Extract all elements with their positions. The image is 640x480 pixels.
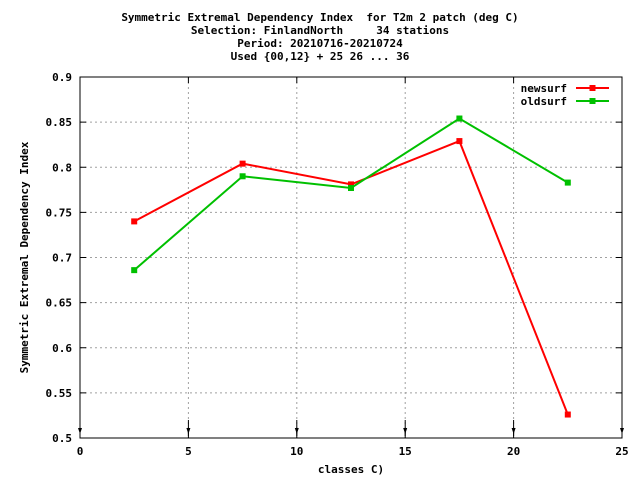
- legend-marker-newsurf: [589, 85, 596, 91]
- data-point-oldsurf: [456, 115, 463, 122]
- x-tick-label: 10: [290, 445, 303, 458]
- x-tick-label: 15: [399, 445, 412, 458]
- bottom-markers: [78, 420, 624, 436]
- bottom-marker-arrow: [511, 428, 516, 434]
- data-point-oldsurf: [239, 173, 246, 180]
- data-point-oldsurf: [564, 179, 571, 186]
- chart-title-line-1: Symmetric Extremal Dependency Index for …: [121, 11, 519, 24]
- data-point-newsurf: [348, 181, 354, 188]
- grid-lines: [80, 77, 622, 438]
- data-point-newsurf: [239, 160, 246, 167]
- chart-title-line-3: Period: 20210716-20210724: [237, 37, 403, 50]
- legend-label-oldsurf: oldsurf: [521, 95, 567, 108]
- data-point-oldsurf: [348, 185, 354, 192]
- bottom-marker-arrow: [403, 428, 408, 434]
- series-lines: [131, 115, 571, 418]
- y-tick-label: 0.9: [52, 71, 72, 84]
- y-axis-label: Symmetric Extremal Dependency Index: [18, 141, 31, 373]
- tick-labels: 0.5 0.55 0.6 0.65 0.7 0.75 0.8 0.85 0.9 0 5 10 15 20 2…: [46, 71, 629, 458]
- bottom-marker-arrow: [620, 428, 624, 434]
- axes: [79, 76, 623, 439]
- data-point-newsurf: [456, 138, 463, 145]
- y-tick-label: 0.75: [46, 206, 73, 219]
- y-tick-label: 0.65: [46, 297, 73, 310]
- y-tick-label: 0.85: [46, 116, 73, 129]
- y-tick-label: 0.7: [52, 252, 72, 265]
- x-tick-label: 20: [507, 445, 520, 458]
- x-axis-label: classes C): [318, 463, 384, 476]
- y-tick-label: 0.55: [46, 387, 73, 400]
- y-tick-label: 0.6: [52, 342, 72, 355]
- x-tick-label: 5: [185, 445, 192, 458]
- data-point-newsurf: [564, 411, 571, 418]
- legend-marker-oldsurf: [589, 98, 596, 104]
- x-tick-label: 25: [615, 445, 628, 458]
- chart-title-line-4: Used {00,12} + 25 26 ... 36: [230, 50, 410, 63]
- y-tick-label: 0.8: [52, 161, 72, 174]
- legend-label-newsurf: newsurf: [521, 82, 567, 95]
- bottom-marker-arrow: [78, 428, 82, 434]
- x-tick-label: 0: [77, 445, 84, 458]
- plot-border: [79, 76, 623, 439]
- series-line-oldsurf: [133, 117, 569, 271]
- data-point-oldsurf: [131, 267, 138, 274]
- bottom-marker-arrow: [294, 428, 299, 434]
- y-tick-label: 0.5: [52, 432, 72, 445]
- data-point-newsurf: [131, 218, 138, 225]
- chart-title-line-2: Selection: FinlandNorth 34 stations: [190, 24, 450, 37]
- bottom-marker-arrow: [186, 428, 191, 434]
